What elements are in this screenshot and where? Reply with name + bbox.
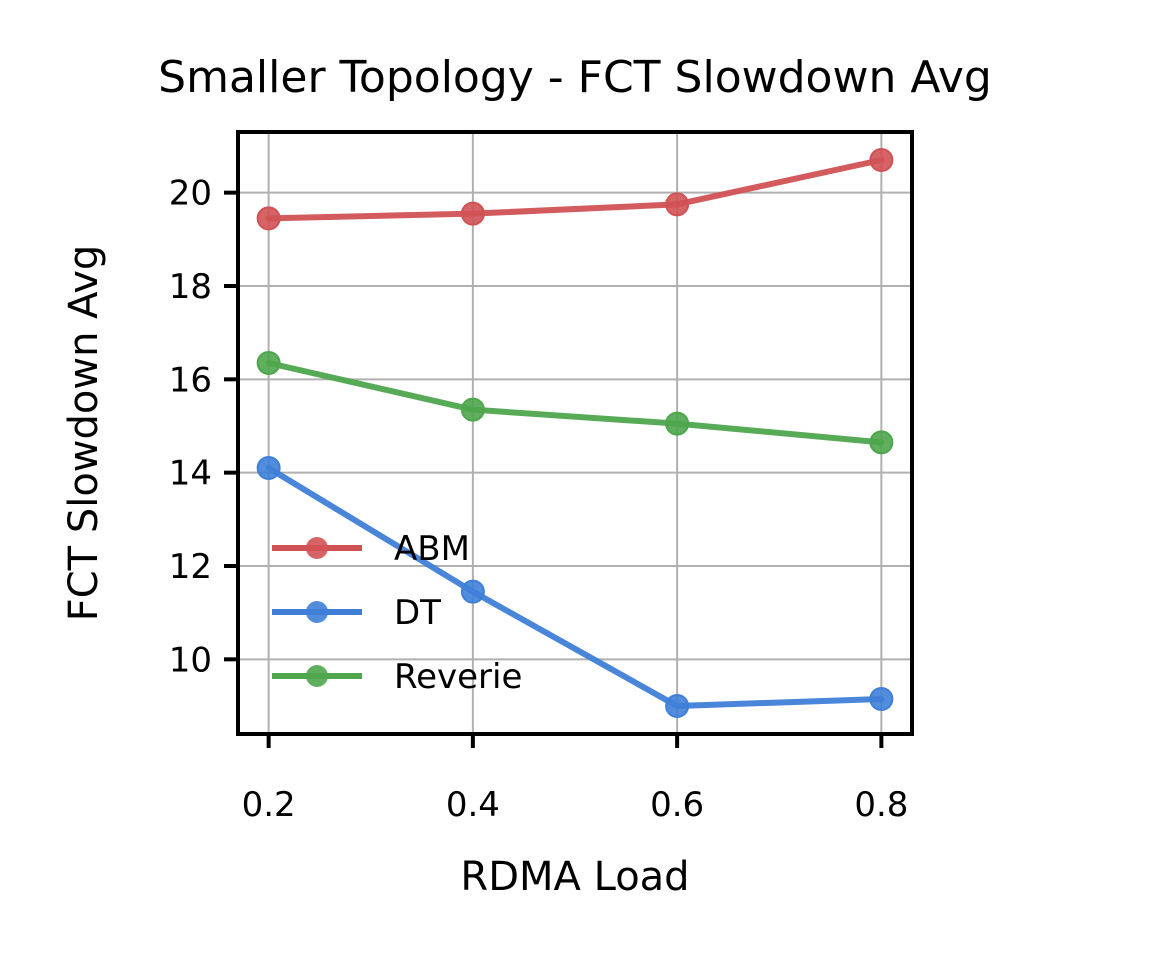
y-tick-label: 20 <box>169 174 212 214</box>
legend-label: Reverie <box>394 657 522 697</box>
series-line <box>265 465 885 709</box>
data-point <box>460 397 485 422</box>
series-reverie <box>256 351 894 455</box>
y-tick-label: 18 <box>169 267 212 307</box>
chart-title: Smaller Topology - FCT Slowdown Avg <box>158 52 992 103</box>
y-tick-label: 12 <box>169 547 212 587</box>
data-point <box>869 430 894 455</box>
legend-swatch-marker <box>306 601 328 623</box>
series-abm <box>256 148 894 231</box>
x-tick-label: 0.8 <box>854 785 908 825</box>
y-axis-ticks: 10 12 14 16 18 20 <box>169 174 238 680</box>
data-point <box>460 201 485 226</box>
y-tick-label: 16 <box>169 360 212 400</box>
y-tick-label: 10 <box>169 640 212 680</box>
legend-item: ABM <box>272 529 470 569</box>
grid <box>238 132 912 734</box>
series-dt <box>256 456 894 718</box>
series-line <box>265 157 885 222</box>
data-point <box>665 192 690 217</box>
plot-frame <box>236 130 914 736</box>
legend-label: DT <box>394 593 441 633</box>
x-tick-label: 0.2 <box>242 785 296 825</box>
data-point <box>665 694 690 718</box>
data-point <box>256 456 281 480</box>
x-axis-ticks: 0.2 0.4 0.6 0.8 <box>242 734 908 825</box>
x-tick-label: 0.4 <box>446 785 500 825</box>
legend-item: DT <box>272 593 441 633</box>
plot-series <box>256 148 894 718</box>
y-axis-label: FCT Slowdown Avg <box>61 245 107 622</box>
y-tick-label: 14 <box>169 454 212 494</box>
legend-swatch-marker <box>306 537 328 559</box>
x-tick-label: 0.6 <box>650 785 704 825</box>
data-point <box>256 351 281 375</box>
data-point <box>460 579 485 604</box>
legend-label: ABM <box>394 529 470 569</box>
data-point <box>869 148 894 172</box>
legend-swatch-marker <box>306 665 328 687</box>
series-line <box>265 360 885 446</box>
x-axis-label: RDMA Load <box>460 854 689 900</box>
data-point <box>256 206 281 231</box>
data-point <box>665 411 690 436</box>
legend: ABM DT Reverie <box>272 529 522 697</box>
legend-item: Reverie <box>272 657 522 697</box>
data-point <box>869 687 894 711</box>
